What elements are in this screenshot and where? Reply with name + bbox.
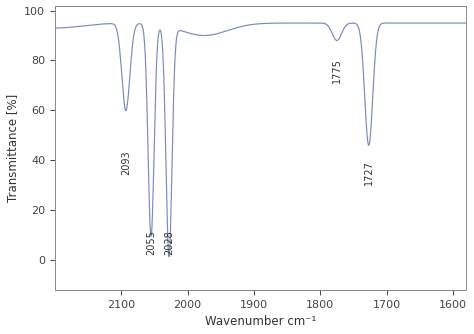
Y-axis label: Transmittance [%]: Transmittance [%] — [6, 94, 18, 202]
Text: 2028: 2028 — [164, 230, 174, 255]
Text: 2055: 2055 — [147, 230, 157, 255]
Text: 1775: 1775 — [332, 58, 342, 83]
X-axis label: Wavenumber cm⁻¹: Wavenumber cm⁻¹ — [205, 315, 316, 328]
Text: 2093: 2093 — [121, 150, 131, 175]
Text: 1727: 1727 — [365, 160, 374, 185]
